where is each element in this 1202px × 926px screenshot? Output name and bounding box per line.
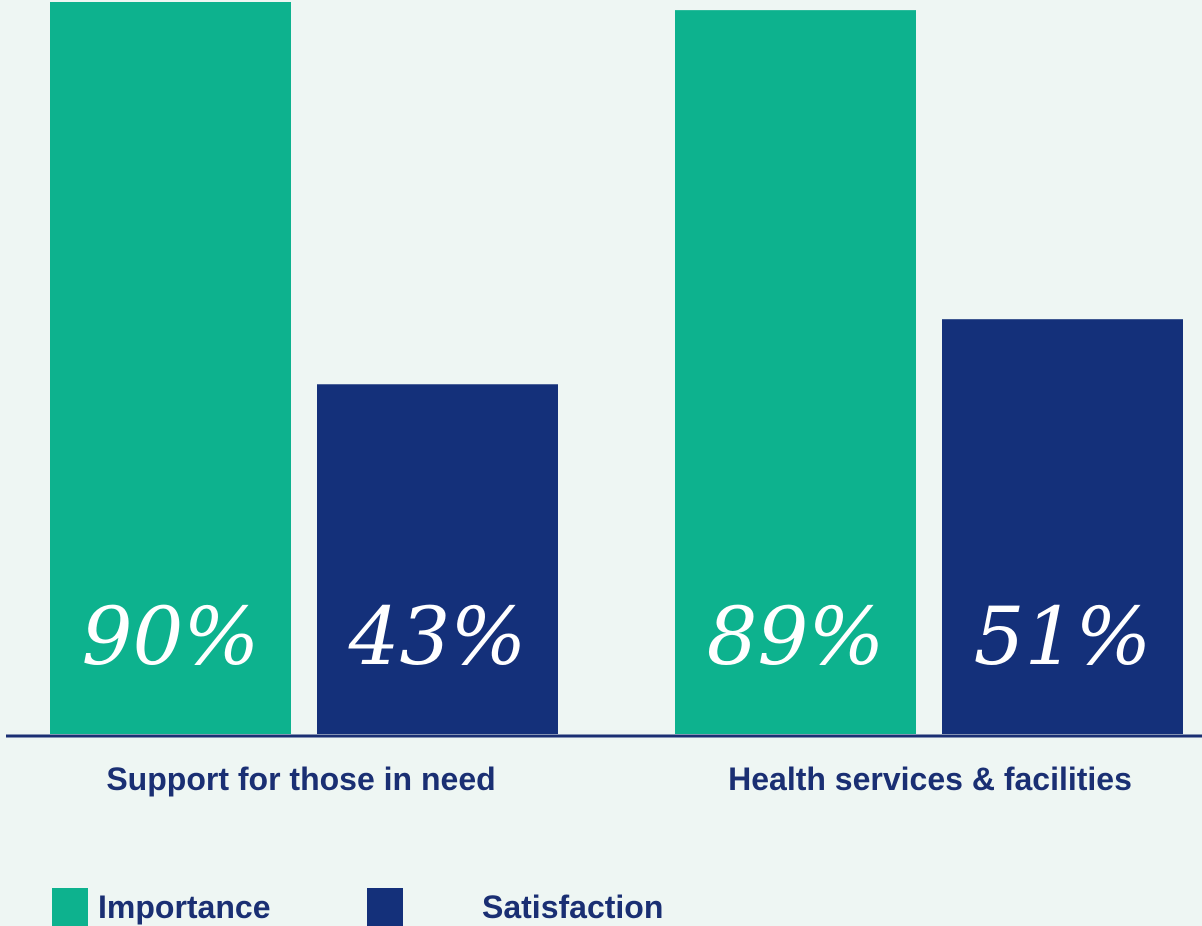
bar-satisfaction-0 (317, 384, 558, 734)
legend-label-importance: Importance (98, 889, 270, 925)
legend-swatch-satisfaction (367, 888, 403, 926)
value-label-importance-0: 90% (82, 590, 260, 683)
legend: Importance Satisfaction (52, 888, 663, 926)
value-label-satisfaction-0: 43% (348, 590, 527, 683)
bar-satisfaction-1 (942, 319, 1183, 734)
bar-importance-0 (50, 2, 291, 734)
value-label-satisfaction-1: 51% (974, 590, 1152, 683)
legend-swatch-importance (52, 888, 88, 926)
category-labels-group: Support for those in need Health services… (106, 761, 1132, 797)
value-labels-group: 90% 43% 89% 51% (82, 590, 1152, 683)
category-label-1: Health services & facilities (728, 761, 1132, 797)
legend-label-satisfaction: Satisfaction (482, 889, 663, 925)
bar-importance-1 (675, 10, 916, 734)
category-label-0: Support for those in need (106, 761, 495, 797)
value-label-importance-1: 89% (707, 590, 885, 683)
bars-group (50, 2, 1183, 734)
